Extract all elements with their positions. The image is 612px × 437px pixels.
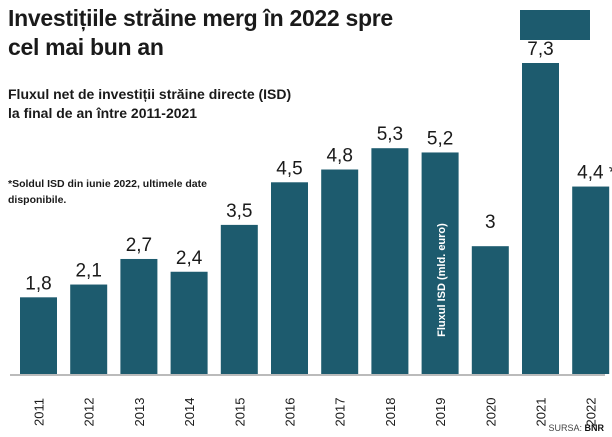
chart-title: Investițiile străine merg în 2022 spre c… — [8, 5, 393, 60]
value-label-2016: 4,5 — [276, 158, 302, 179]
tick-label-2019: 2019 — [433, 398, 448, 427]
value-label-2013: 2,7 — [126, 235, 152, 256]
bar-2018 — [371, 148, 409, 374]
value-label-2021: 7,3 — [527, 39, 553, 60]
value-label-2022: 4,4 * — [577, 163, 612, 184]
chart-subtitle: Fluxul net de investiții străine directe… — [8, 86, 292, 121]
bar-2021 — [522, 63, 559, 374]
source-value: BNR — [584, 423, 605, 433]
tick-label-2012: 2012 — [82, 398, 97, 427]
tick-label-2020: 2020 — [483, 398, 498, 427]
source-note: SURSA: BNR — [548, 423, 604, 433]
y-axis-title: Fluxul ISD (mld. euro) — [436, 223, 448, 337]
tick-label-2011: 2011 — [32, 398, 47, 426]
bar-2011 — [20, 297, 57, 374]
tick-label-2016: 2016 — [283, 398, 298, 427]
bar-2014 — [170, 271, 208, 374]
bar-2022 — [572, 186, 610, 374]
value-label-2014: 2,4 — [176, 248, 203, 269]
chart-footnote: *Soldul ISD din iunie 2022, ultimele dat… — [8, 178, 207, 206]
bar-2019 — [421, 152, 459, 374]
bar-2013 — [120, 258, 158, 374]
value-label-2012: 2,1 — [75, 261, 101, 282]
tick-label-2015: 2015 — [232, 398, 247, 427]
tick-label-2018: 2018 — [383, 398, 398, 427]
value-label-2015: 3,5 — [226, 201, 252, 222]
bar-2015 — [220, 224, 258, 374]
tick-label-2013: 2013 — [132, 398, 147, 427]
bar-2020 — [471, 246, 509, 374]
legend-swatch — [520, 10, 590, 40]
source-label: SURSA: — [548, 423, 582, 433]
tick-label-2022: 2022 — [584, 398, 599, 427]
value-label-2020: 3 — [485, 212, 496, 233]
bar-2016 — [271, 182, 308, 374]
tick-label-2021: 2021 — [534, 398, 549, 427]
bar-2017 — [321, 169, 359, 374]
value-label-2018: 5,3 — [377, 124, 403, 145]
value-label-2017: 4,8 — [326, 146, 352, 167]
value-label-2011: 1,8 — [25, 273, 51, 294]
tick-label-2017: 2017 — [333, 398, 348, 427]
value-label-2019: 5,2 — [427, 128, 453, 149]
bar-2012 — [70, 284, 108, 374]
tick-label-2014: 2014 — [182, 398, 197, 427]
